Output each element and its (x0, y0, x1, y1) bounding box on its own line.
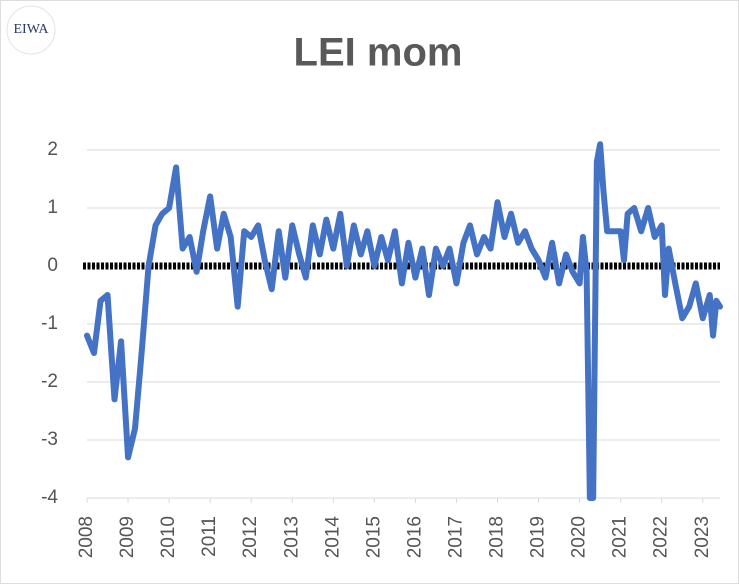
x-tick-label: 2012 (240, 516, 261, 558)
logo: EIWA (14, 22, 50, 37)
x-tick-label: 2009 (117, 516, 138, 558)
x-tick-label: 2019 (528, 516, 549, 558)
y-tick-label: -3 (41, 429, 58, 450)
y-tick-label: -1 (41, 313, 58, 334)
y-tick-label: -2 (41, 371, 58, 392)
x-tick-label: 2021 (610, 516, 631, 558)
x-tick-label: 2014 (322, 516, 343, 559)
x-tick-label: 2020 (569, 516, 590, 558)
y-tick-label: 2 (47, 139, 58, 160)
x-tick-label: 2023 (692, 516, 713, 558)
series-line (84, 141, 723, 501)
y-tick-label: 0 (47, 255, 58, 276)
x-tick-label: 2022 (651, 516, 672, 558)
x-tick-label: 2015 (363, 516, 384, 558)
x-tick-label: 2011 (199, 516, 220, 557)
x-tick-label: 2016 (404, 516, 425, 558)
x-tick-label: 2013 (281, 516, 302, 558)
x-tick-label: 2018 (487, 516, 508, 558)
x-tick-label: 2008 (76, 516, 97, 558)
chart-title: LEI mom (294, 31, 463, 75)
x-tick-label: 2017 (445, 516, 466, 558)
y-tick-label: -4 (41, 487, 58, 508)
x-tick-label: 2010 (158, 516, 179, 558)
logo-circle (6, 5, 56, 55)
y-tick-label: 1 (47, 197, 58, 218)
